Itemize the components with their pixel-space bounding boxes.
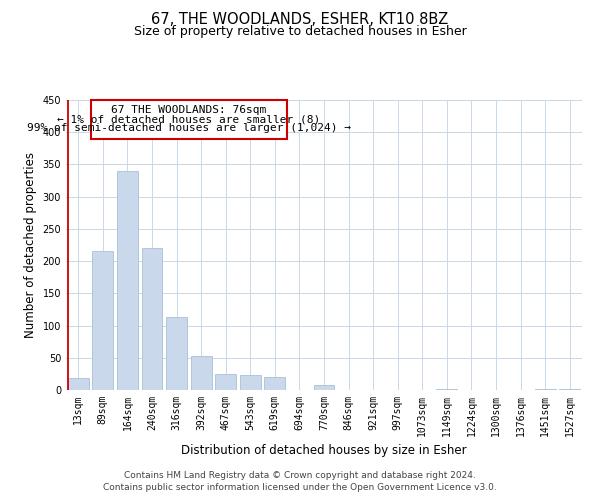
Bar [314,385,334,390]
Bar [92,252,113,390]
X-axis label: Distribution of detached houses by size in Esher: Distribution of detached houses by size … [181,444,467,458]
Bar [91,100,287,138]
Bar [142,248,163,390]
Bar [559,388,580,390]
Bar [535,388,556,390]
Text: ← 1% of detached houses are smaller (8): ← 1% of detached houses are smaller (8) [57,114,320,124]
Bar [215,374,236,390]
Text: 67, THE WOODLANDS, ESHER, KT10 8BZ: 67, THE WOODLANDS, ESHER, KT10 8BZ [151,12,449,28]
Text: Size of property relative to detached houses in Esher: Size of property relative to detached ho… [134,25,466,38]
Bar [166,317,187,390]
Text: Contains HM Land Registry data © Crown copyright and database right 2024.
Contai: Contains HM Land Registry data © Crown c… [103,471,497,492]
Bar [68,378,89,390]
Bar [240,374,261,390]
Bar [117,171,138,390]
Y-axis label: Number of detached properties: Number of detached properties [24,152,37,338]
Text: 67 THE WOODLANDS: 76sqm: 67 THE WOODLANDS: 76sqm [111,105,266,115]
Text: 99% of semi-detached houses are larger (1,024) →: 99% of semi-detached houses are larger (… [27,123,351,133]
Bar [265,377,286,390]
Bar [191,356,212,390]
Bar [436,388,457,390]
